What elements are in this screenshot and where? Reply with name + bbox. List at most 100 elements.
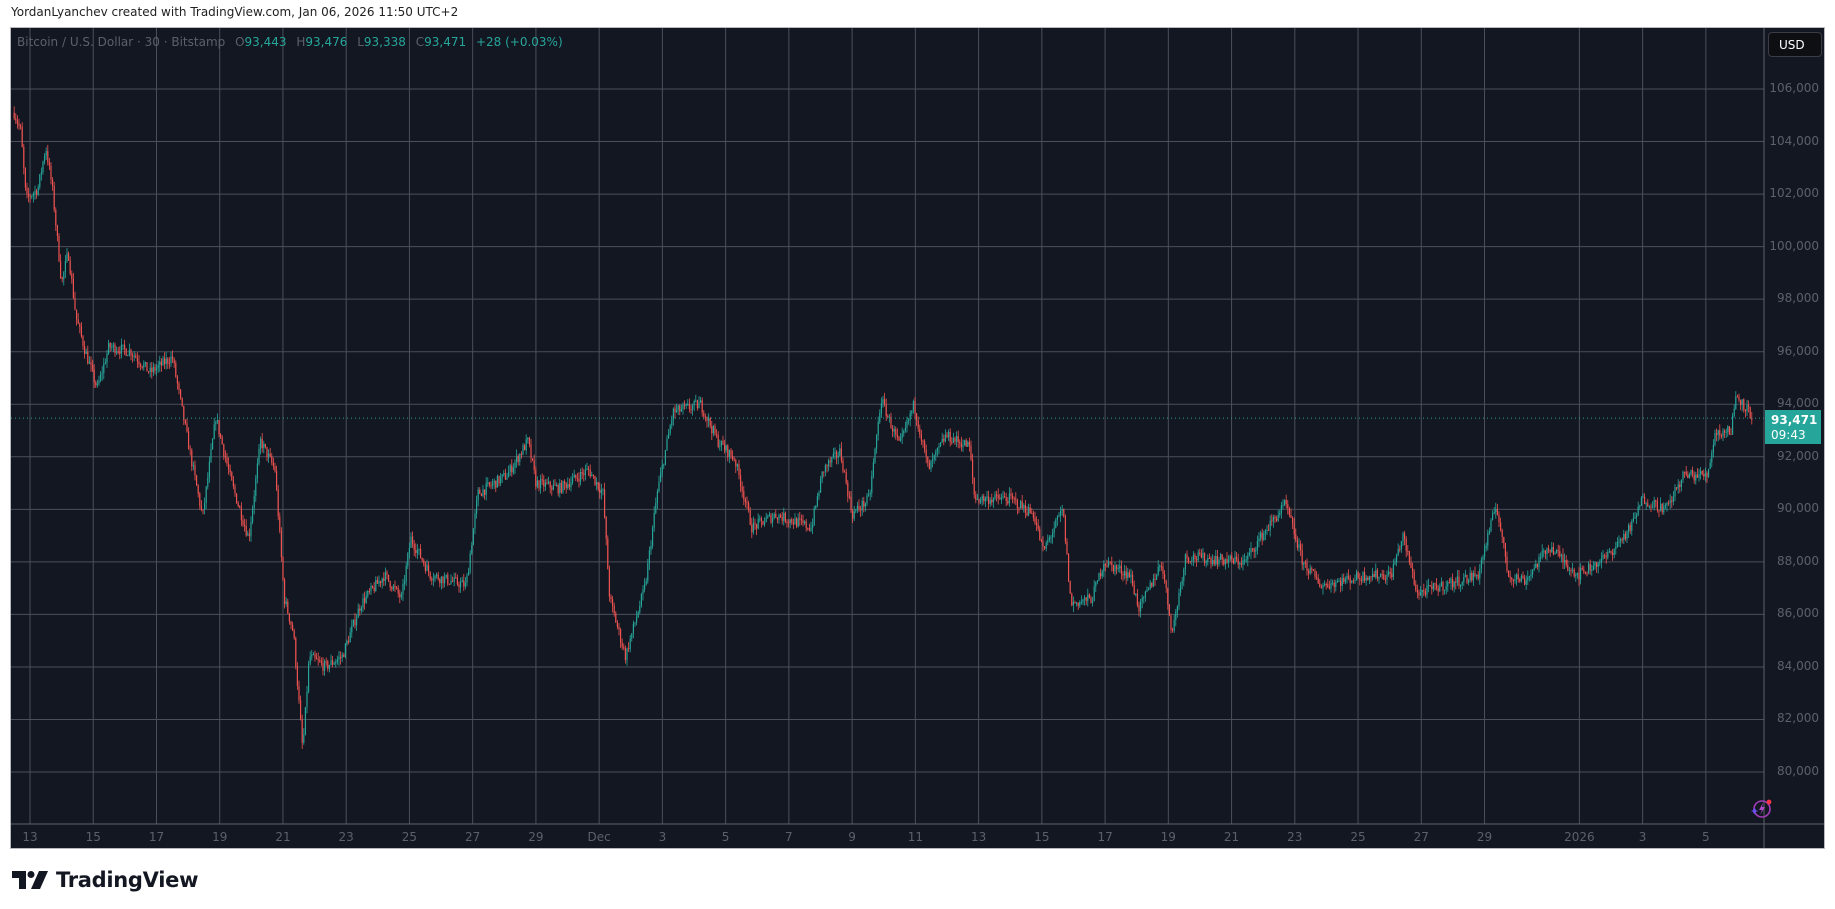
candle-body [1667,503,1670,505]
candle-body [498,475,500,484]
candle-body [904,427,906,431]
candle-body [947,431,950,438]
candle-body [167,358,169,364]
candle-body [674,408,676,413]
candle-body [285,601,287,605]
candle-body [359,608,361,611]
candle-body [1213,559,1215,565]
candle-body [155,368,158,371]
symbol-name[interactable]: Bitcoin / U.S. Dollar · 30 · Bitstamp [17,35,226,49]
candle-body [1079,601,1081,606]
candle-body [1333,582,1335,587]
candle-body [603,489,606,517]
candle-body [640,594,642,606]
candle-body [120,344,122,354]
time-tick-label: 21 [275,830,291,844]
candle-body [95,381,97,386]
candle-body [938,446,940,448]
candle-body [733,459,735,461]
candle-body [1248,552,1250,556]
candle-body [1042,541,1044,547]
candle-body [1555,550,1558,554]
candle-body [695,400,697,402]
candle-body [1631,521,1633,531]
candle-body [80,326,82,337]
candle-body [1272,516,1274,521]
candle-body [336,659,338,662]
candle-body [1747,405,1750,408]
candle-body [1560,554,1562,557]
candle-body [61,277,63,280]
candle-body [333,663,335,665]
candle-body [635,617,638,623]
lightning-bolt-sparkle-icon[interactable] [1748,796,1774,822]
chart-panel[interactable]: Bitcoin / U.S. Dollar · 30 · Bitstamp O9… [10,27,1825,849]
price-chart[interactable] [11,28,1825,849]
candle-body [317,659,319,661]
candle-body [501,474,503,478]
candle-body [275,471,278,490]
candle-body [1067,554,1070,581]
candle-body [1344,579,1346,582]
candle-body [499,477,502,484]
logo-text: TradingView [56,868,199,892]
candle-body [1210,558,1212,564]
candle-body [263,443,265,448]
price-tick-label: 96,000 [1777,343,1819,358]
candle-body [730,450,732,456]
candle-body [87,351,89,364]
candle-body [1459,584,1462,587]
candle-body [627,648,630,650]
price-tick-label: 88,000 [1777,553,1819,568]
candle-body [1651,507,1654,509]
candle-body [530,444,532,459]
tradingview-logo[interactable]: TradingView [12,868,198,892]
candle-body [955,436,958,442]
candle-body [437,574,439,580]
candle-body [1240,563,1242,565]
candle-body [83,346,86,354]
candle-body [1245,559,1247,561]
candle-body [1077,602,1079,606]
candle-body [827,460,830,467]
candle-body [967,442,969,447]
candle-body [543,479,545,487]
candle-body [1035,522,1038,525]
candle-body [1175,611,1177,620]
candle-body [1224,558,1226,565]
candle-body [1037,524,1039,529]
candle-body [538,480,540,489]
candle-body [367,590,369,596]
candle-body [1472,573,1474,581]
candle-body [119,351,121,354]
candle-body [698,402,700,409]
candle-body [1522,575,1524,579]
currency-button[interactable]: USD [1768,32,1822,57]
candle-body [797,518,799,527]
candle-body [109,343,111,348]
candle-body [1703,474,1705,477]
candle-body [552,484,554,490]
candle-body [1290,514,1292,518]
candle-body [1123,571,1126,576]
candle-body [699,400,702,403]
candle-body [562,481,564,493]
candle-body [1087,594,1089,601]
candle-body [1394,562,1396,565]
candle-body [853,511,855,519]
candle-body [447,574,449,584]
close-label: C [415,35,425,49]
candle-body [123,344,126,349]
time-tick-label: 15 [85,830,101,844]
time-tick-label: 21 [1223,830,1240,844]
candle-body [168,363,170,365]
candle-body [1458,576,1460,587]
candle-body [667,433,670,439]
candle-body [248,533,250,537]
candle-body [507,471,510,478]
candle-body [995,494,998,496]
candle-body [471,545,473,554]
candle-body [1173,619,1175,631]
candle-body [1479,568,1481,579]
candle-body [157,365,159,369]
